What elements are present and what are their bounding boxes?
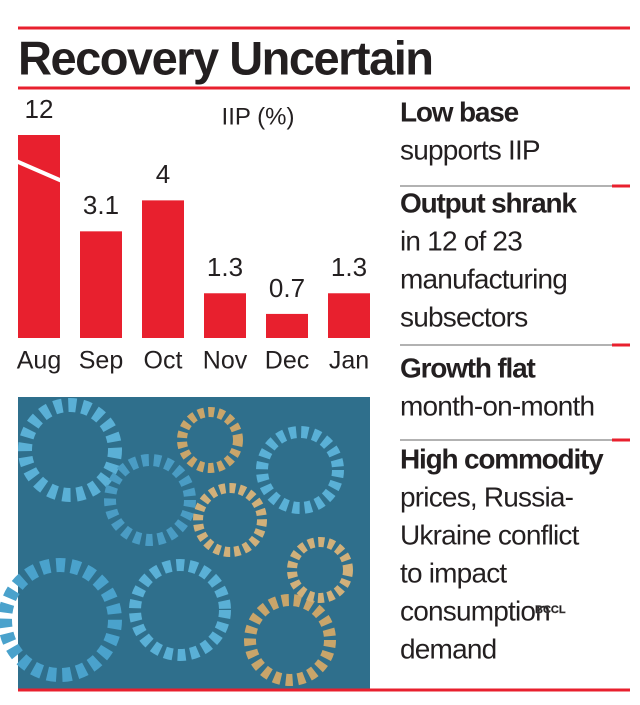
bar: [142, 200, 184, 338]
sidebar-heading: High commodity: [400, 443, 604, 474]
sidebar-text: in 12 of 23: [400, 225, 522, 256]
x-tick-label: Aug: [17, 347, 61, 375]
value-label: 0.7: [269, 273, 305, 303]
x-tick-label: Dec: [265, 347, 309, 375]
x-tick-label: Jan: [329, 347, 369, 375]
sidebar-heading: Low base: [400, 96, 519, 127]
bar: [204, 293, 246, 338]
sidebar-text: subsectors: [400, 301, 527, 332]
watermark: BCCL: [535, 604, 566, 616]
bar: [80, 231, 122, 338]
x-tick-label: Sep: [79, 347, 123, 375]
sidebar-text: to impact: [400, 557, 507, 588]
sidebar-text: manufacturing: [400, 263, 567, 294]
sidebar-text: consumption: [400, 595, 550, 626]
bar: [328, 293, 370, 338]
sidebar-heading: Growth flat: [400, 352, 535, 383]
bar: [266, 313, 308, 338]
bar-break: [15, 159, 63, 183]
chart-title: Recovery Uncertain: [18, 31, 432, 84]
x-tick-label: Nov: [203, 347, 248, 375]
x-tick-label: Oct: [144, 347, 183, 375]
sidebar-heading: Output shrank: [400, 187, 577, 218]
sidebar-text: prices, Russia-: [400, 481, 574, 512]
value-label: 1.3: [207, 252, 243, 282]
sidebar: Low base supports IIP Output shrank in 12 o…: [400, 96, 630, 664]
value-label: 1.3: [331, 252, 367, 282]
value-label: 12: [25, 94, 54, 124]
sidebar-text: Ukraine conflict: [400, 519, 580, 550]
sidebar-text: demand: [400, 633, 496, 664]
value-label: 4: [156, 159, 170, 189]
photo: [0, 397, 370, 690]
value-label: 3.1: [83, 190, 119, 220]
sidebar-text: supports IIP: [400, 134, 540, 165]
sidebar-text: month-on-month: [400, 390, 594, 421]
chart-subtitle: IIP (%): [222, 103, 295, 130]
